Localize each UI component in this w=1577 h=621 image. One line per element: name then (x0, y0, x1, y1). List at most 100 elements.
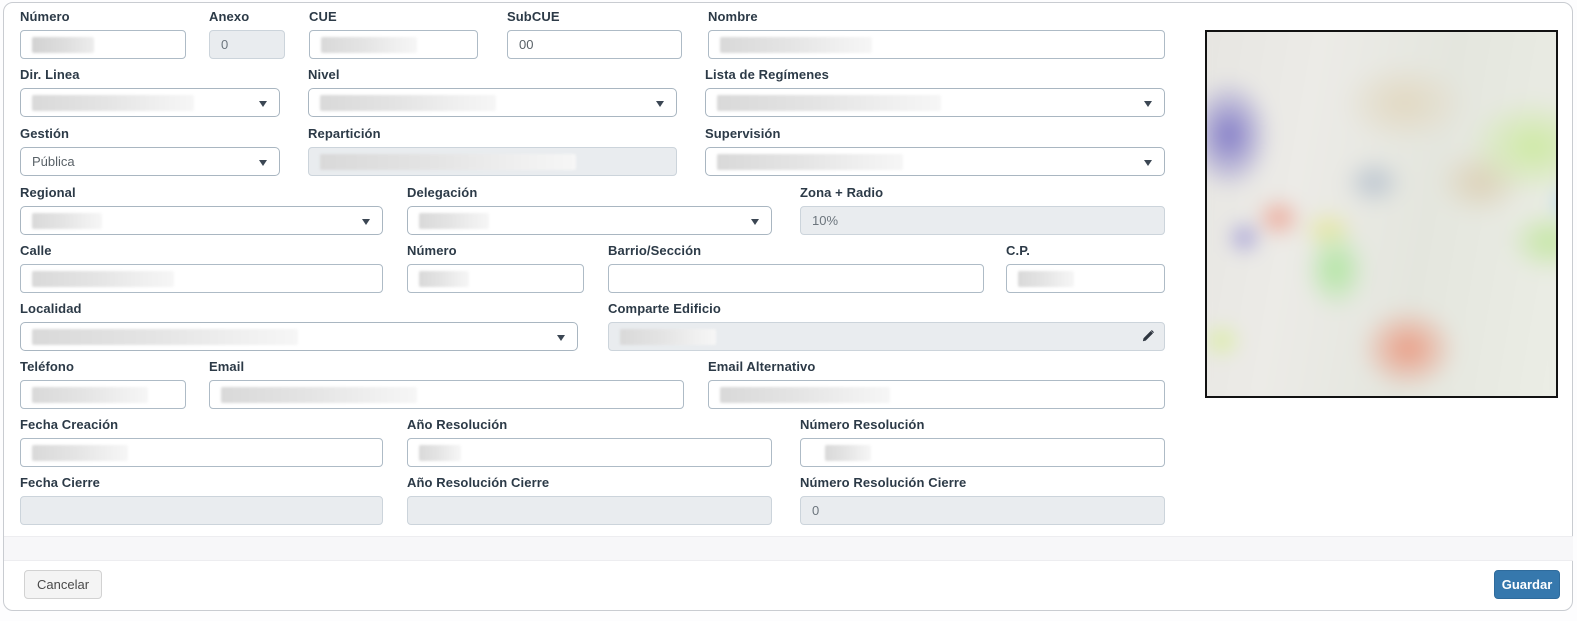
field-delegacion: Delegación (407, 185, 772, 235)
field-cue: CUE (309, 9, 478, 59)
redacted-value (825, 444, 871, 461)
lista-regimenes-label: Lista de Regímenes (705, 67, 829, 82)
zona-radio-label: Zona + Radio (800, 185, 884, 200)
field-anio-resolucion-cierre: Año Resolución Cierre (407, 475, 772, 525)
field-numero-resolucion: Número Resolución (800, 417, 1165, 467)
field-fecha-cierre: Fecha Cierre (20, 475, 383, 525)
numero-resolucion-cierre-input: 0 (800, 496, 1165, 525)
anexo-input: 0 (209, 30, 285, 59)
nombre-input[interactable] (708, 30, 1165, 59)
anio-resolucion-input[interactable] (407, 438, 772, 467)
anio-resolucion-cierre-input (407, 496, 772, 525)
field-regional: Regional (20, 185, 383, 235)
cue-input[interactable] (309, 30, 478, 59)
numero-calle-input[interactable] (407, 264, 584, 293)
field-anexo: Anexo 0 (209, 9, 285, 59)
redacted-value (221, 386, 417, 403)
redacted-value (32, 444, 128, 461)
numero-label: Número (20, 9, 70, 24)
field-comparte-edificio: Comparte Edificio (608, 301, 1165, 351)
cp-label: C.P. (1006, 243, 1031, 258)
field-zona-radio: Zona + Radio 10% (800, 185, 1165, 235)
gestion-value: Pública (32, 154, 75, 169)
regional-select[interactable] (20, 206, 383, 235)
gestion-label: Gestión (20, 126, 70, 141)
fecha-creacion-label: Fecha Creación (20, 417, 119, 432)
chevron-down-icon (1144, 160, 1152, 166)
cancel-button[interactable]: Cancelar (24, 570, 103, 599)
redacted-value (419, 212, 489, 229)
chevron-down-icon (557, 335, 565, 341)
field-numero-calle: Número (407, 243, 584, 293)
calle-label: Calle (20, 243, 52, 258)
field-subcue: SubCUE 00 (507, 9, 682, 59)
redacted-value (321, 36, 417, 53)
numero-resolucion-cierre-label: Número Resolución Cierre (800, 475, 967, 490)
email-alternativo-input[interactable] (708, 380, 1165, 409)
redacted-value (419, 444, 461, 461)
field-lista-regimenes: Lista de Regímenes (705, 67, 1165, 117)
chevron-down-icon (259, 101, 267, 107)
lista-regimenes-select[interactable] (705, 88, 1165, 117)
anio-resolucion-label: Año Resolución (407, 417, 508, 432)
field-nombre: Nombre (708, 9, 1165, 59)
fecha-cierre-input (20, 496, 383, 525)
nivel-select[interactable] (308, 88, 677, 117)
field-cp: C.P. (1006, 243, 1165, 293)
fecha-creacion-input[interactable] (20, 438, 383, 467)
anexo-value: 0 (221, 37, 229, 52)
numero-input[interactable] (20, 30, 186, 59)
redacted-value (717, 94, 941, 111)
chevron-down-icon (1144, 101, 1152, 107)
redacted-value (32, 212, 102, 229)
field-email-alternativo: Email Alternativo (708, 359, 1165, 409)
anexo-label: Anexo (209, 9, 250, 24)
nivel-label: Nivel (308, 67, 340, 82)
field-dir-linea: Dir. Linea (20, 67, 280, 117)
chevron-down-icon (751, 219, 759, 225)
field-reparticion: Repartición (308, 126, 677, 176)
redacted-value (32, 328, 298, 345)
localidad-label: Localidad (20, 301, 82, 316)
dir-linea-select[interactable] (20, 88, 280, 117)
redacted-value (32, 386, 148, 403)
field-anio-resolucion: Año Resolución (407, 417, 772, 467)
field-telefono: Teléfono (20, 359, 186, 409)
supervision-select[interactable] (705, 147, 1165, 176)
redacted-value (320, 153, 576, 170)
subcue-input[interactable]: 00 (507, 30, 682, 59)
redacted-value (320, 94, 496, 111)
field-supervision: Supervisión (705, 126, 1165, 176)
cp-input[interactable] (1006, 264, 1165, 293)
delegacion-label: Delegación (407, 185, 478, 200)
zona-radio-input: 10% (800, 206, 1165, 235)
location-map (1205, 30, 1558, 398)
field-calle: Calle (20, 243, 383, 293)
redacted-value (32, 270, 174, 287)
edit-comparte-edificio-button[interactable] (1130, 323, 1164, 350)
field-numero: Número (20, 9, 186, 59)
delegacion-select[interactable] (407, 206, 772, 235)
numero-resolucion-input[interactable] (800, 438, 1165, 467)
localidad-select[interactable] (20, 322, 578, 351)
save-button[interactable]: Guardar (1494, 570, 1560, 599)
regional-label: Regional (20, 185, 76, 200)
map-image-blurred (1207, 32, 1556, 396)
numero-resolucion-cierre-value: 0 (812, 503, 820, 518)
calle-input[interactable] (20, 264, 383, 293)
chevron-down-icon (656, 101, 664, 107)
email-input[interactable] (209, 380, 684, 409)
anio-resolucion-cierre-label: Año Resolución Cierre (407, 475, 550, 490)
gestion-select[interactable]: Pública (20, 147, 280, 176)
footer-divider-strip (4, 536, 1573, 561)
dir-linea-label: Dir. Linea (20, 67, 80, 82)
nombre-label: Nombre (708, 9, 758, 24)
barrio-input[interactable] (608, 264, 984, 293)
reparticion-input (308, 147, 677, 176)
zona-radio-value: 10% (812, 213, 839, 228)
telefono-input[interactable] (20, 380, 186, 409)
redacted-value (720, 386, 890, 403)
telefono-label: Teléfono (20, 359, 74, 374)
comparte-edificio-input (608, 322, 1165, 351)
